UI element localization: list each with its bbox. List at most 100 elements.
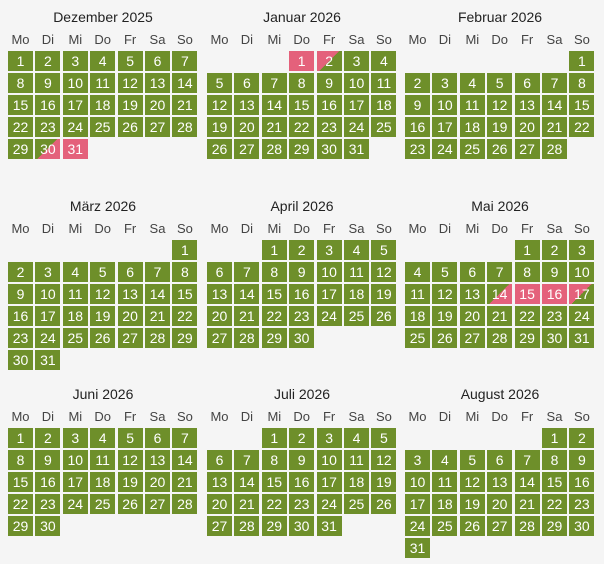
day-cell-available[interactable]: 2 xyxy=(569,428,595,448)
day-cell-available[interactable]: 9 xyxy=(289,450,315,470)
day-cell-available[interactable]: 21 xyxy=(234,494,260,514)
day-cell-available[interactable]: 19 xyxy=(459,494,485,514)
day-cell-available[interactable]: 23 xyxy=(289,494,315,514)
day-cell-available[interactable]: 27 xyxy=(117,328,143,348)
day-cell-available[interactable]: 16 xyxy=(289,472,315,492)
day-cell-available[interactable]: 23 xyxy=(405,139,430,159)
day-cell-available[interactable]: 14 xyxy=(261,95,287,115)
day-cell-available[interactable]: 17 xyxy=(62,95,88,115)
day-cell-available[interactable]: 26 xyxy=(117,117,143,137)
day-cell-available[interactable]: 3 xyxy=(316,240,342,260)
day-cell-available[interactable]: 3 xyxy=(344,51,369,71)
day-cell-available[interactable]: 31 xyxy=(344,139,369,159)
day-cell-available[interactable]: 25 xyxy=(90,117,116,137)
day-cell-available[interactable]: 28 xyxy=(172,494,198,514)
day-cell-available[interactable]: 5 xyxy=(117,428,143,448)
day-cell-available[interactable]: 9 xyxy=(542,262,567,282)
day-cell-available[interactable]: 13 xyxy=(207,284,232,304)
day-cell-available[interactable]: 15 xyxy=(289,95,315,115)
day-cell-available[interactable]: 26 xyxy=(432,328,458,348)
day-cell-available[interactable]: 23 xyxy=(316,117,342,137)
day-cell-available[interactable]: 16 xyxy=(316,95,342,115)
day-cell-available[interactable]: 8 xyxy=(261,450,287,470)
day-cell-available[interactable]: 16 xyxy=(35,472,61,492)
day-cell-available[interactable]: 10 xyxy=(432,95,458,115)
day-cell-available[interactable]: 24 xyxy=(569,306,595,326)
day-cell-available[interactable]: 28 xyxy=(487,328,513,348)
day-cell-available[interactable]: 8 xyxy=(542,450,567,470)
day-cell-available[interactable]: 22 xyxy=(8,117,33,137)
day-cell-available[interactable]: 30 xyxy=(289,328,315,348)
day-cell-available[interactable]: 9 xyxy=(8,284,33,304)
day-cell-available[interactable]: 6 xyxy=(117,262,143,282)
day-cell-available[interactable]: 29 xyxy=(172,328,198,348)
day-cell-available[interactable]: 12 xyxy=(371,262,397,282)
day-cell-available[interactable]: 22 xyxy=(542,494,567,514)
day-cell-available[interactable]: 20 xyxy=(145,472,170,492)
day-cell-available[interactable]: 17 xyxy=(62,472,88,492)
day-cell-available[interactable]: 22 xyxy=(569,117,595,137)
day-cell-available[interactable]: 27 xyxy=(145,117,170,137)
day-cell-available[interactable]: 24 xyxy=(316,306,342,326)
day-cell-available[interactable]: 26 xyxy=(90,328,116,348)
day-cell-available[interactable]: 18 xyxy=(90,95,116,115)
day-cell-available[interactable]: 21 xyxy=(234,306,260,326)
day-cell-available[interactable]: 20 xyxy=(207,306,232,326)
day-cell-available[interactable]: 15 xyxy=(261,284,287,304)
day-cell-available[interactable]: 8 xyxy=(261,262,287,282)
day-cell-available[interactable]: 2 xyxy=(289,240,315,260)
day-cell-available[interactable]: 24 xyxy=(405,516,430,536)
day-cell-available[interactable]: 14 xyxy=(234,284,260,304)
day-cell-available[interactable]: 9 xyxy=(405,95,430,115)
day-cell-available[interactable]: 4 xyxy=(405,262,430,282)
day-cell-available[interactable]: 23 xyxy=(569,494,595,514)
day-cell-available[interactable]: 15 xyxy=(542,472,567,492)
day-cell-available[interactable]: 6 xyxy=(459,262,485,282)
day-cell-available[interactable]: 15 xyxy=(569,95,595,115)
day-cell-available[interactable]: 26 xyxy=(117,494,143,514)
day-cell-departure[interactable]: 17 xyxy=(569,284,595,304)
day-cell-available[interactable]: 28 xyxy=(234,328,260,348)
day-cell-available[interactable]: 18 xyxy=(90,472,116,492)
day-cell-available[interactable]: 26 xyxy=(371,494,397,514)
day-cell-available[interactable]: 1 xyxy=(514,240,540,260)
day-cell-available[interactable]: 5 xyxy=(487,73,513,93)
day-cell-available[interactable]: 15 xyxy=(172,284,198,304)
day-cell-available[interactable]: 3 xyxy=(35,262,61,282)
day-cell-available[interactable]: 10 xyxy=(35,284,61,304)
day-cell-available[interactable]: 18 xyxy=(371,95,397,115)
day-cell-available[interactable]: 16 xyxy=(35,95,61,115)
day-cell-available[interactable]: 23 xyxy=(8,328,33,348)
day-cell-available[interactable]: 6 xyxy=(207,450,232,470)
day-cell-available[interactable]: 13 xyxy=(117,284,143,304)
day-cell-available[interactable]: 20 xyxy=(234,117,260,137)
day-cell-available[interactable]: 5 xyxy=(459,450,485,470)
day-cell-available[interactable]: 31 xyxy=(316,516,342,536)
day-cell-available[interactable]: 26 xyxy=(459,516,485,536)
day-cell-available[interactable]: 18 xyxy=(459,117,485,137)
day-cell-available[interactable]: 10 xyxy=(62,450,88,470)
day-cell-available[interactable]: 25 xyxy=(459,139,485,159)
day-cell-available[interactable]: 4 xyxy=(344,428,369,448)
day-cell-available[interactable]: 19 xyxy=(487,117,513,137)
day-cell-available[interactable]: 16 xyxy=(569,472,595,492)
day-cell-available[interactable]: 29 xyxy=(8,139,33,159)
day-cell-available[interactable]: 7 xyxy=(542,73,567,93)
day-cell-available[interactable]: 29 xyxy=(261,328,287,348)
day-cell-available[interactable]: 26 xyxy=(487,139,513,159)
day-cell-available[interactable]: 19 xyxy=(371,284,397,304)
day-cell-available[interactable]: 1 xyxy=(542,428,567,448)
day-cell-available[interactable]: 24 xyxy=(316,494,342,514)
day-cell-available[interactable]: 7 xyxy=(514,450,540,470)
day-cell-available[interactable]: 11 xyxy=(90,450,116,470)
day-cell-available[interactable]: 2 xyxy=(405,73,430,93)
day-cell-available[interactable]: 6 xyxy=(145,51,170,71)
day-cell-available[interactable]: 27 xyxy=(145,494,170,514)
day-cell-available[interactable]: 8 xyxy=(172,262,198,282)
day-cell-available[interactable]: 19 xyxy=(117,472,143,492)
day-cell-available[interactable]: 1 xyxy=(261,240,287,260)
day-cell-available[interactable]: 4 xyxy=(344,240,369,260)
day-cell-available[interactable]: 4 xyxy=(432,450,458,470)
day-cell-available[interactable]: 28 xyxy=(542,139,567,159)
day-cell-available[interactable]: 24 xyxy=(62,117,88,137)
